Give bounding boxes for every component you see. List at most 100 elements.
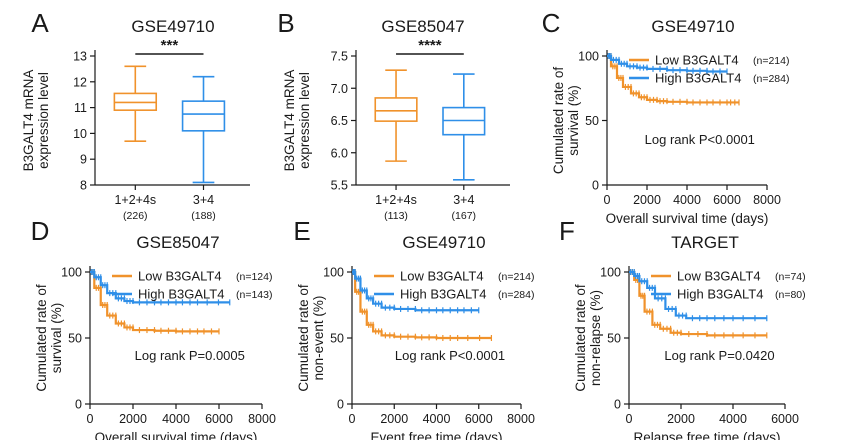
x-tick-label: 6000 [205, 412, 233, 426]
x-tick-label: 0 [626, 412, 633, 426]
legend-count: (n=284) [753, 73, 789, 85]
logrank-pvalue: Log rank P<0.0001 [395, 348, 505, 363]
panel-title: GSE85047 [136, 233, 219, 252]
y-axis-label-line: non-relapse (%) [588, 290, 603, 386]
y-axis-label: Cumulated rate ofsurvival (%) [34, 284, 64, 392]
group-count: (226) [123, 210, 148, 222]
series-blue [607, 53, 728, 75]
x-tick-label: 4000 [719, 412, 747, 426]
y-tick-label: 5.5 [331, 179, 348, 193]
legend-count: (n=214) [498, 271, 534, 283]
x-tick-label: 4000 [423, 412, 451, 426]
series-blue [629, 269, 768, 322]
panel-letter: B [277, 8, 294, 38]
x-tick-label: 6000 [713, 193, 741, 207]
y-tick-label: 0 [614, 398, 621, 412]
y-axis-label-line: B3GALT4 mRNA [21, 70, 36, 172]
x-tick-label: 4000 [162, 412, 190, 426]
y-tick-label: 6.5 [331, 114, 348, 128]
y-tick-label: 100 [323, 266, 344, 280]
legend-count: (n=143) [236, 289, 272, 301]
y-tick-label: 50 [330, 332, 344, 346]
y-axis-label-line: expression level [36, 72, 51, 169]
y-axis-label-line: expression level [297, 72, 312, 169]
x-tick-label: 2000 [380, 412, 408, 426]
panel-title: GSE49710 [402, 233, 485, 252]
legend-label: High B3GALT4 [655, 71, 741, 86]
y-tick-label: 8 [80, 179, 87, 193]
y-tick-label: 50 [68, 332, 82, 346]
y-tick-label: 12 [73, 75, 87, 89]
panel-f: F TARGET 0 50 100 0 2000 4000 6000 Relapse free t… [559, 216, 806, 440]
x-tick-label: 4000 [673, 193, 701, 207]
legend-label: Low B3GALT4 [655, 53, 739, 68]
y-axis-label: B3GALT4 mRNAexpression level [282, 70, 312, 172]
box-1 [181, 75, 226, 184]
legend-label: Low B3GALT4 [138, 269, 222, 284]
km-curve [607, 54, 727, 73]
y-tick-label: 11 [74, 101, 87, 115]
x-axis-label: Overall survival time (days) [95, 430, 258, 440]
y-axis-label: Cumulated rate ofsurvival (%) [551, 67, 581, 175]
y-tick-label: 50 [607, 332, 621, 346]
y-axis-label-line: B3GALT4 mRNA [282, 70, 297, 172]
iqr-box [181, 100, 226, 132]
x-axis-label: Relapse free time (days) [633, 430, 780, 440]
y-axis-label-line: survival (%) [49, 303, 64, 374]
y-tick-label: 9 [80, 153, 87, 167]
y-tick-label: 0 [592, 179, 599, 193]
x-tick-label: 3+4 [193, 193, 214, 207]
y-axis-label: B3GALT4 mRNAexpression level [21, 70, 51, 172]
km-curve [352, 270, 479, 312]
panel-title: TARGET [671, 233, 739, 252]
x-tick-label: 2000 [633, 193, 661, 207]
x-tick-label: 0 [604, 193, 611, 207]
y-tick-label: 50 [585, 114, 599, 128]
panel-b: B GSE85047 5.5 6.0 6.5 7.0 7.5 B3GALT4 mRNAexpr… [277, 8, 510, 222]
x-axis-label: Event free time (days) [370, 430, 502, 440]
panel-title: GSE85047 [381, 17, 464, 36]
x-tick-label: 8000 [753, 193, 781, 207]
logrank-pvalue: Log rank P<0.0001 [645, 132, 755, 147]
legend-count: (n=284) [498, 289, 534, 301]
iqr-box [374, 97, 418, 122]
y-axis-label-line: non-event (%) [311, 296, 326, 381]
box-0 [113, 65, 158, 142]
km-curve [629, 270, 767, 320]
y-axis-label-line: Cumulated rate of [296, 284, 311, 392]
y-tick-label: 6.0 [331, 146, 348, 160]
y-axis-label: Cumulated rate ofnon-relapse (%) [573, 284, 603, 392]
x-tick-label: 6000 [465, 412, 493, 426]
legend-count: (n=80) [775, 289, 806, 301]
x-tick-label: 1+2+4s [375, 193, 417, 207]
series-blue [352, 269, 480, 314]
panel-e: E GSE49710 0 50 100 0 2000 4000 6000 8000 Event fr… [293, 216, 535, 440]
panel-a: A GSE49710 8 9 10 11 12 13 B3GALT4 mRNAexpressio… [21, 8, 250, 222]
x-tick-label: 8000 [507, 412, 535, 426]
group-count: (188) [191, 210, 216, 222]
x-tick-label: 0 [349, 412, 356, 426]
panel-title: GSE49710 [651, 17, 734, 36]
y-tick-label: 100 [578, 50, 599, 64]
box-1 [442, 73, 486, 181]
panel-letter: D [31, 216, 50, 246]
y-tick-label: 10 [73, 127, 87, 141]
significance-stars: **** [418, 37, 442, 54]
legend-label: High B3GALT4 [400, 287, 486, 302]
x-axis-label: Overall survival time (days) [606, 211, 769, 226]
x-tick-label: 2000 [667, 412, 695, 426]
logrank-pvalue: Log rank P=0.0420 [664, 348, 774, 363]
panel-c: C GSE49710 0 50 100 0 2000 4000 6000 8000 Overall … [542, 8, 790, 226]
y-tick-label: 7.0 [331, 82, 348, 96]
x-tick-label: 3+4 [453, 193, 474, 207]
panel-letter: F [559, 216, 575, 246]
legend-label: Low B3GALT4 [677, 269, 761, 284]
y-tick-label: 0 [337, 398, 344, 412]
y-tick-label: 7.5 [331, 50, 348, 64]
y-tick-label: 100 [600, 266, 621, 280]
legend-label: Low B3GALT4 [400, 269, 484, 284]
y-axis-label: Cumulated rate ofnon-event (%) [296, 284, 326, 392]
significance-stars: *** [161, 37, 179, 54]
panel-letter: C [542, 8, 561, 38]
